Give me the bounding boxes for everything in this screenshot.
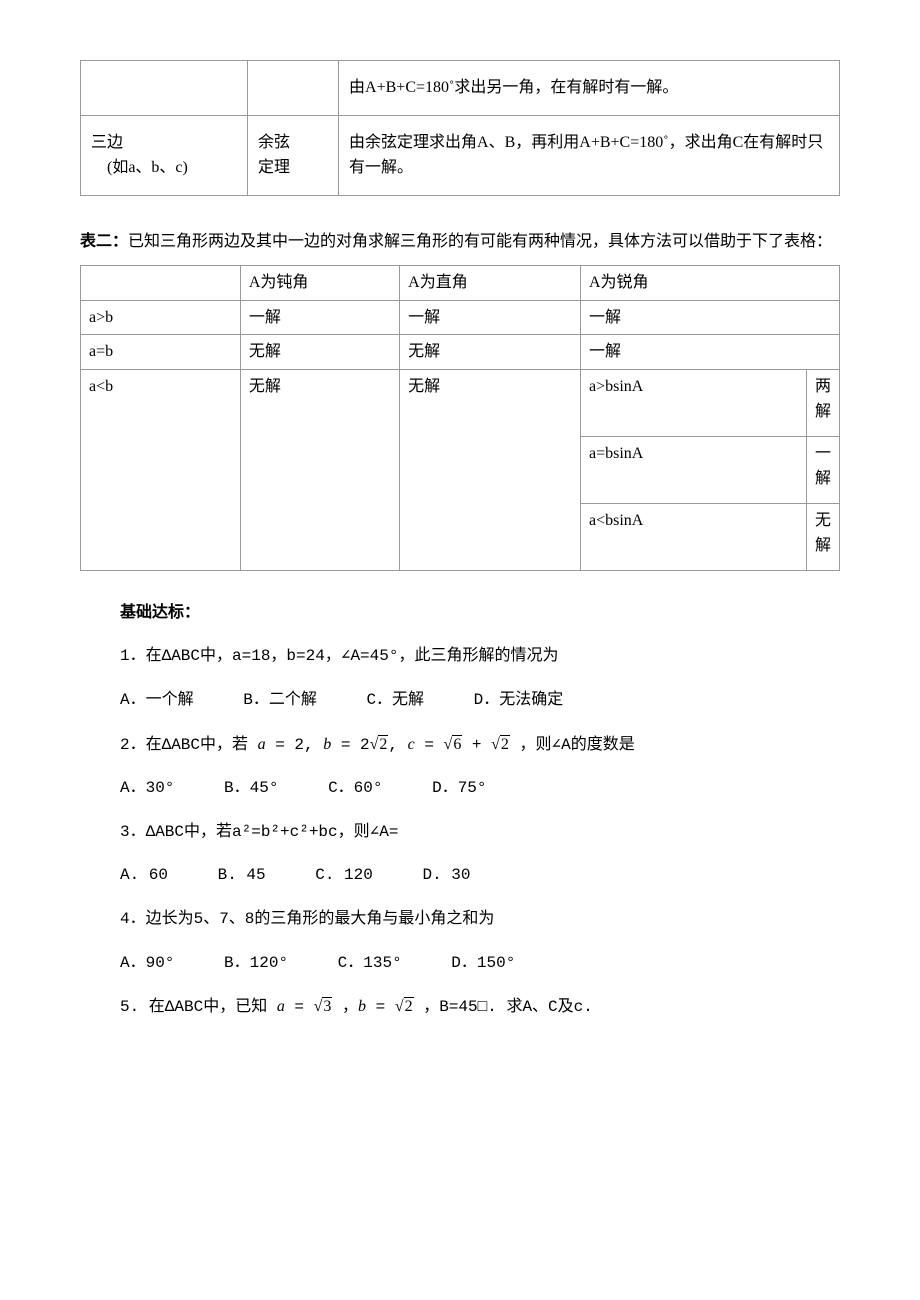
q4-stem: 4．边长为5、7、8的三角形的最大角与最小角之和为 [120,907,840,933]
cell: A为钝角 [240,265,399,300]
var-c: c [408,736,415,753]
q3-stem: 3．ΔABC中，若a²=b²+c²+bc，则∠A= [120,820,840,846]
cell: a<bsinA [580,503,806,570]
sqrt-icon: √2 [491,735,510,753]
cell: 无解 [806,503,839,570]
q5-pre: 5. 在ΔABC中，已知 [120,998,277,1016]
questions-block: 基础达标： 1．在ΔABC中，a=18，b=24，∠A=45°，此三角形解的情况… [120,601,840,1021]
cell: 一解 [400,300,581,335]
q2-pre: 2．在ΔABC中，若 [120,736,258,754]
cell: 一解 [806,436,839,503]
cell: 两解 [806,369,839,436]
section-title: 基础达标： [120,601,840,627]
table-two-solutions: A为钝角 A为直角 A为锐角 a>b 一解 一解 一解 a=b 无解 无解 一解… [80,265,840,571]
comma: ， [332,998,358,1016]
radicand: 6 [452,735,462,753]
var-b: b [358,998,366,1015]
table-row: 三边 (如a、b、c) 余弦 定理 由余弦定理求出角A、B，再利用A+B+C=1… [81,115,840,195]
eq: = 2 [331,736,369,754]
q2-post: ，则∠A的度数是 [510,736,635,754]
q3-options: A. 60 B. 45 C. 120 D. 30 [120,863,840,889]
cell: 无解 [240,335,399,370]
option-a: A．90° [120,951,174,977]
cell: 一解 [240,300,399,335]
radicand: 3 [322,997,332,1015]
sqrt-icon: √6 [444,735,463,753]
table-row: A为钝角 A为直角 A为锐角 [81,265,840,300]
q1-stem: 1．在ΔABC中，a=18，b=24，∠A=45°，此三角形解的情况为 [120,644,840,670]
cell: 由余弦定理求出角A、B，再利用A+B+C=180˚，求出角C在有解时只有一解。 [339,115,840,195]
cell [81,265,241,300]
q4-options: A．90° B．120° C．135° D．150° [120,951,840,977]
comma: , [388,736,407,754]
cell: a>b [81,300,241,335]
cell: A为直角 [400,265,581,300]
cell: 无解 [240,369,399,570]
intro-prefix: 表二： [80,233,128,250]
var-a: a [277,998,285,1015]
eq: = [366,998,395,1016]
cell: a=bsinA [580,436,806,503]
table-row: a=b 无解 无解 一解 [81,335,840,370]
option-c: C．60° [328,776,382,802]
cell: A为锐角 [580,265,839,300]
option-b: B．120° [224,951,288,977]
cell: a<b [81,369,241,570]
table-row: a>b 一解 一解 一解 [81,300,840,335]
option-a: A．30° [120,776,174,802]
cell: 余弦 定理 [247,115,338,195]
eq: = 2, [266,736,324,754]
table-row: 由A+B+C=180˚求出另一角，在有解时有一解。 [81,61,840,116]
cell: 一解 [580,335,839,370]
q5-post: ，B=45□. 求A、C及c. [414,998,593,1016]
option-b: B．二个解 [243,688,317,714]
option-c: C．无解 [366,688,424,714]
option-b: B. 45 [218,863,266,889]
option-c: C. 120 [315,863,373,889]
plus: + [462,736,491,754]
cell-line1: 三边 [91,134,123,151]
q2-stem: 2．在ΔABC中，若 a = 2, b = 2√2, c = √6 + √2 ，… [120,732,840,759]
sqrt-icon: √3 [314,997,333,1015]
sqrt-icon: √2 [395,997,414,1015]
intro-text: 已知三角形两边及其中一边的对角求解三角形的有可能有两种情况，具体方法可以借助于下… [128,233,832,250]
option-d: D．150° [451,951,515,977]
option-a: A. 60 [120,863,168,889]
cell [81,61,248,116]
q1-options: A．一个解 B．二个解 C．无解 D．无法确定 [120,688,840,714]
table2-intro: 表二：已知三角形两边及其中一边的对角求解三角形的有可能有两种情况，具体方法可以借… [80,224,840,259]
cell-line2: 定理 [258,159,290,176]
eq: = [285,998,314,1016]
cell: 一解 [580,300,839,335]
cell-line1: 余弦 [258,134,290,151]
cell [247,61,338,116]
table-theorem-summary: 由A+B+C=180˚求出另一角，在有解时有一解。 三边 (如a、b、c) 余弦… [80,60,840,196]
radicand: 2 [378,735,388,753]
cell: 无解 [400,335,581,370]
var-a: a [258,736,266,753]
option-d: D．75° [432,776,486,802]
option-a: A．一个解 [120,688,194,714]
cell: 三边 (如a、b、c) [81,115,248,195]
option-d: D．无法确定 [474,688,564,714]
cell-line2: (如a、b、c) [107,159,188,176]
radicand: 2 [500,735,510,753]
eq: = [415,736,444,754]
option-d: D. 30 [422,863,470,889]
table-row: a<b 无解 无解 a>bsinA 两解 [81,369,840,436]
sqrt-icon: √2 [370,735,389,753]
option-b: B．45° [224,776,278,802]
cell: a>bsinA [580,369,806,436]
q2-options: A．30° B．45° C．60° D．75° [120,776,840,802]
cell: 无解 [400,369,581,570]
q5-stem: 5. 在ΔABC中，已知 a = √3 ，b = √2 ，B=45□. 求A、C… [120,994,840,1021]
option-c: C．135° [338,951,402,977]
cell: a=b [81,335,241,370]
radicand: 2 [404,997,414,1015]
cell: 由A+B+C=180˚求出另一角，在有解时有一解。 [339,61,840,116]
